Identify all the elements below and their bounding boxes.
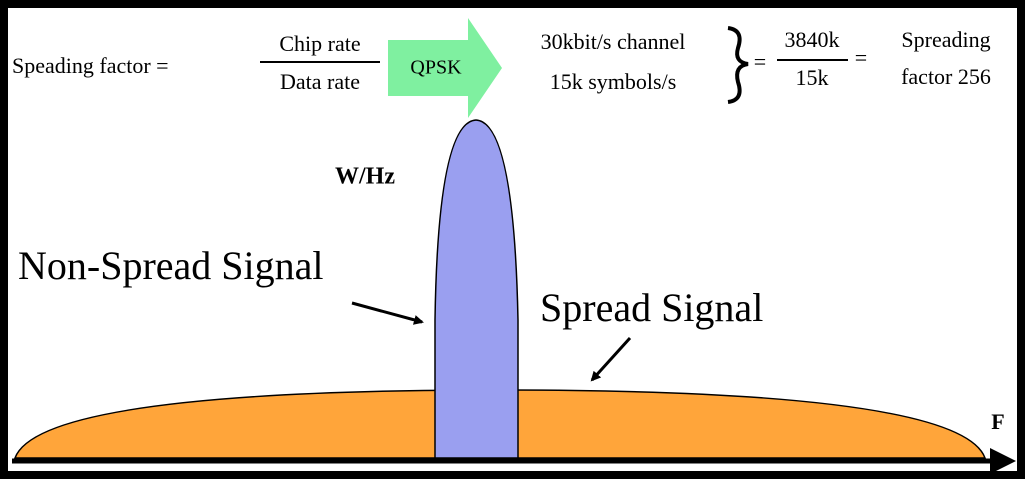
spread-label: Spread Signal xyxy=(540,285,763,330)
result-line: factor 256 xyxy=(901,64,991,89)
qpsk-arrow xyxy=(388,18,502,118)
pointer-arrow xyxy=(351,301,424,325)
qpsk-label: QPSK xyxy=(410,57,462,79)
ratio-denominator: 15k xyxy=(796,65,829,90)
equals: = xyxy=(855,45,867,70)
fraction-numerator: Chip rate xyxy=(279,31,360,56)
y-axis-label: W/Hz xyxy=(335,164,395,190)
result-line: Spreading xyxy=(901,27,990,52)
ratio-numerator: 3840k xyxy=(785,27,840,52)
symbol-rate: 15k symbols/s xyxy=(550,69,677,94)
channel-rate: 30kbit/s channel xyxy=(541,29,686,54)
equals: = xyxy=(754,49,766,74)
x-axis-label: F xyxy=(991,409,1004,434)
formula-left: Speading factor = xyxy=(12,53,169,78)
axis-arrowhead xyxy=(990,448,1016,474)
fraction-denominator: Data rate xyxy=(280,69,360,94)
pointer-arrow xyxy=(590,336,632,382)
non-spread-label: Non-Spread Signal xyxy=(18,243,324,288)
non-spread-signal-shape xyxy=(434,119,519,459)
brace xyxy=(727,26,749,104)
